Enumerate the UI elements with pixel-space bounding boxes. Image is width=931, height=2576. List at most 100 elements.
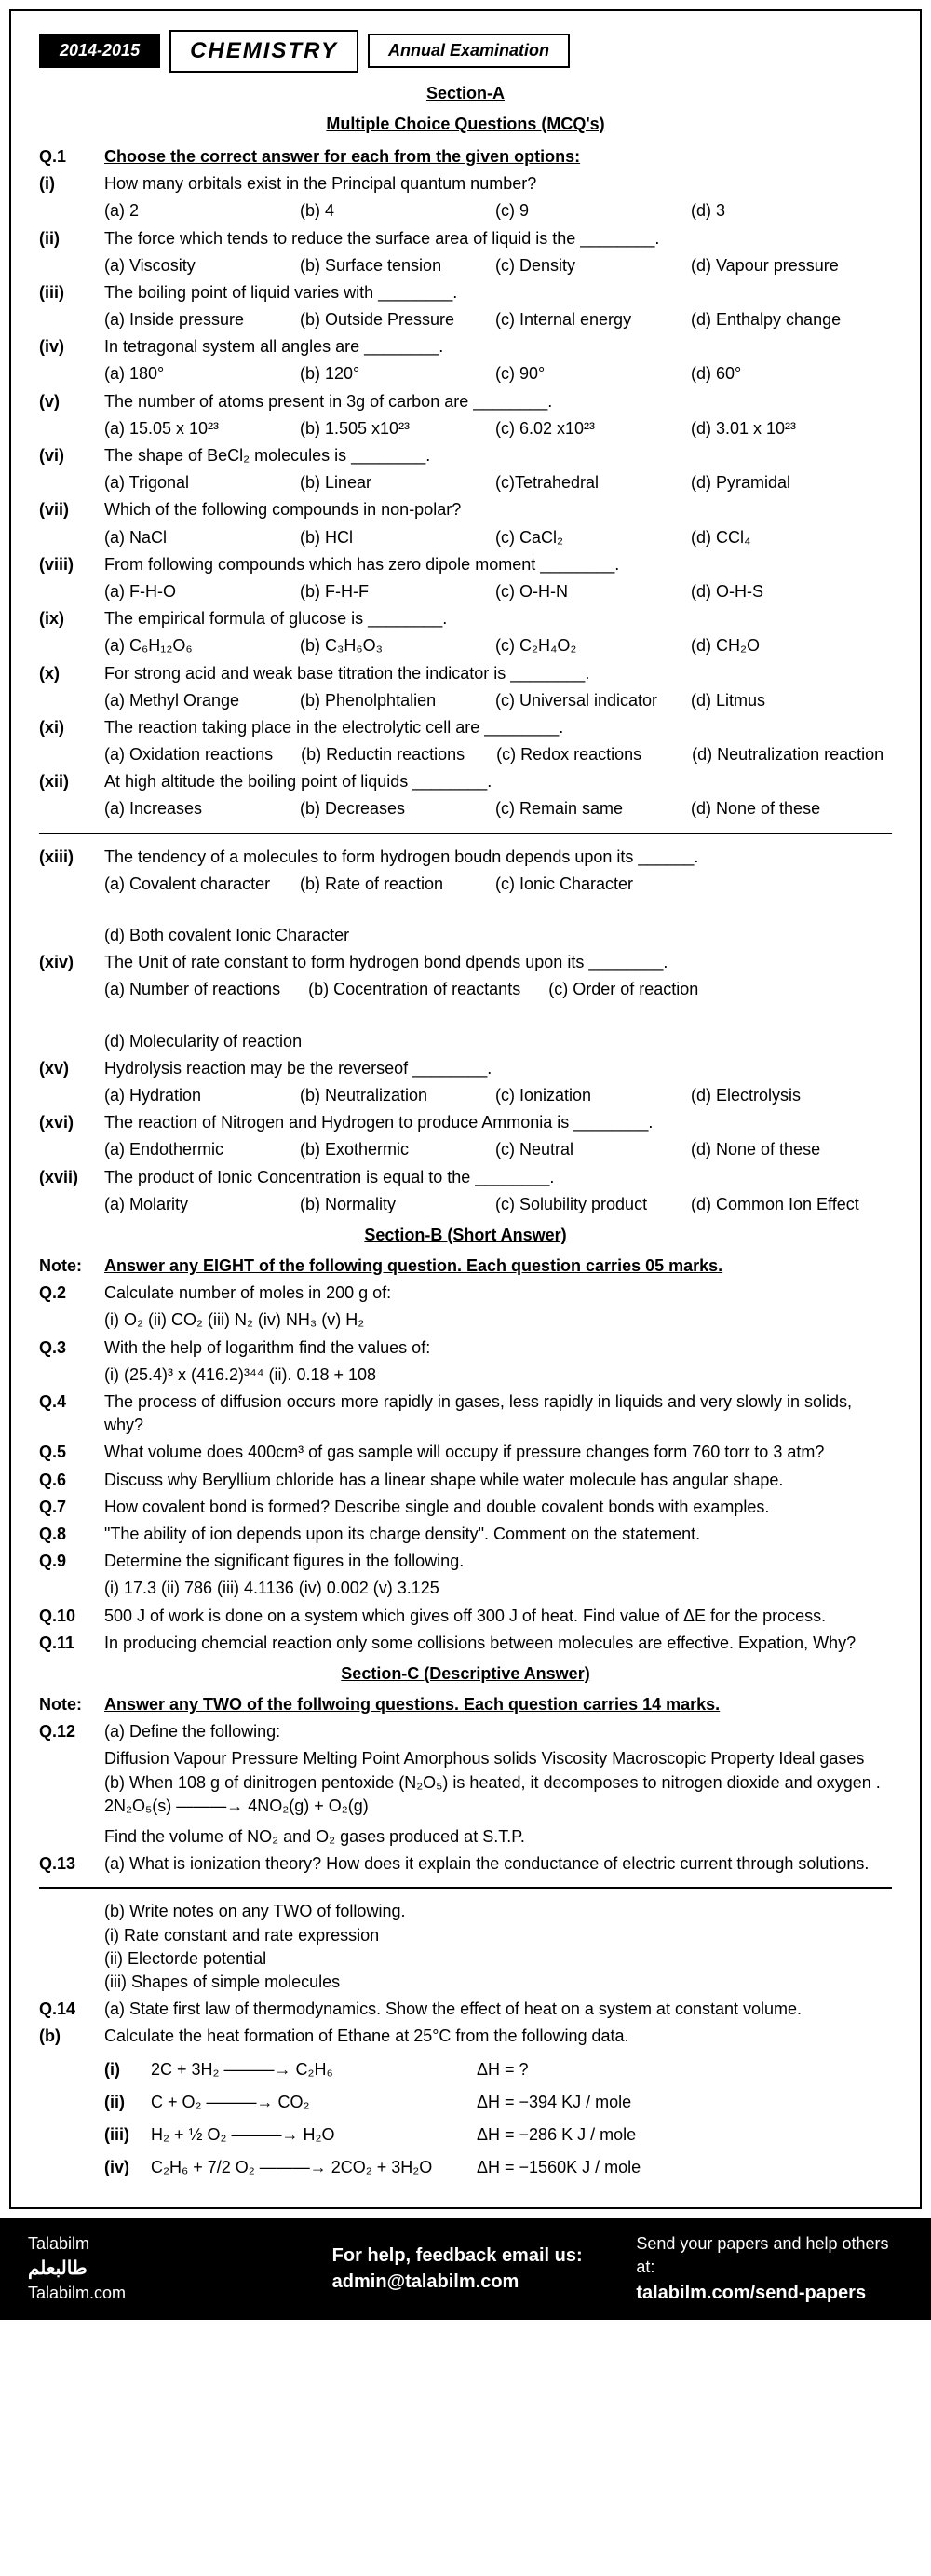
mcq-option: (b) Neutralization [300,1084,467,1107]
mcq-option: (d) Molecularity of reaction [104,1030,302,1053]
section-c-note: Note: Answer any TWO of the follwoing qu… [39,1693,892,1716]
mcq-option: (c) Ionic Character [495,873,663,896]
short-question: Q.8"The ability of ion depends upon its … [39,1523,892,1546]
footer-brand: Talabilm طالبعلم Talabilm.com [28,2232,295,2305]
mcq-option: (a) 15.05 x 10²³ [104,417,272,441]
mcq-option: (a) Inside pressure [104,308,272,332]
q13: Q.13 (a) What is ionization theory? How … [39,1852,892,1876]
mcq-question: (xiii)The tendency of a molecules to for… [39,846,892,869]
mcq-option: (a) Molarity [104,1193,272,1216]
mcq-question: (ix)The empirical formula of glucose is … [39,607,892,630]
subject-box: CHEMISTRY [169,30,358,73]
section-b-note: Note: Answer any EIGHT of the following … [39,1254,892,1278]
mcq-options: (a) Endothermic(b) Exothermic(c) Neutral… [104,1138,892,1161]
mcq-option: (d) None of these [691,1138,858,1161]
mcq-option: (d) O-H-S [691,580,858,603]
mcq-options: (a) Increases (b) Decreases (c) Remain sam… [104,797,892,820]
mcq-option: (c) Redox reactions [496,743,664,766]
q13-item: (ii) Electorde potential [104,1947,892,1971]
mcq-options: (a) Viscosity(b) Surface tension(c) Dens… [104,254,892,278]
mcq-option: (c) Remain same [495,797,663,820]
mcq-option: (a) Methyl Orange [104,689,272,712]
section-a-title: Section-A [39,82,892,105]
mcq-question: (iv)In tetragonal system all angles are … [39,335,892,359]
mcq-option: (d) Neutralization reaction [692,743,884,766]
mcq-option: (b) Phenolphtalien [300,689,467,712]
mcq-option: (b) 4 [300,199,467,223]
q13-item: (iii) Shapes of simple molecules [104,1971,892,1994]
divider [39,1887,892,1889]
mcq-option: (d) Litmus [691,689,858,712]
mcq-question: (xiv)The Unit of rate constant to form h… [39,951,892,974]
section-c-title: Section-C (Descriptive Answer) [39,1662,892,1686]
mcq-option: (c) Neutral [495,1138,663,1161]
mcq-question: (xvii)The product of Ionic Concentration… [39,1166,892,1189]
mcq-option: (b) Surface tension [300,254,467,278]
mcq-option: (d) Common Ion Effect [691,1193,859,1216]
mcq-question: (vii)Which of the following compounds in… [39,498,892,522]
short-question: Q.4The process of diffusion occurs more … [39,1390,892,1437]
mcq-option: (c) O-H-N [495,580,663,603]
mcq-options: (a) C₆H₁₂O₆(b) C₃H₆O₃(c) C₂H₄O₂(d) CH₂O [104,634,892,658]
short-question: Q.10500 J of work is done on a system wh… [39,1605,892,1628]
mcq-option: (a) Covalent character [104,873,272,896]
mcq-options: (a) Trigonal(b) Linear(c)Tetrahedral(d) … [104,471,892,495]
mcq-option: (b) HCl [300,526,467,549]
exam-page: 2014-2015 CHEMISTRY Annual Examination S… [9,9,922,2209]
mcq-option: (c) Ionization [495,1084,663,1107]
mcq-option: (b) Reductin reactions [301,743,468,766]
q13-item: (i) Rate constant and rate expression [104,1924,892,1947]
mcq-option: (b) Exothermic [300,1138,467,1161]
mcq-options: (a) Molarity(b) Normality(c) Solubility … [104,1193,892,1216]
q13-b: (b) Write notes on any TWO of following. [104,1900,892,1923]
mcq-option: (b) Linear [300,471,467,495]
q14-equations: (i)2C + 3H₂ ———→ C₂H₆ΔH = ?(ii)C + O₂ ——… [39,2058,892,2180]
mcq-option: (c) CaCl₂ [495,526,663,549]
mcq-option: (a) 2 [104,199,272,223]
mcq-container: (i)How many orbitals exist in the Princi… [39,172,892,1216]
mcq-option: (d) Vapour pressure [691,254,858,278]
mcq-option: (d) Both covalent Ionic Character [104,924,349,947]
mcq-option: (c) 90° [495,362,663,386]
mcq-option: (d) Pyramidal [691,471,858,495]
mcq-option: (c) 9 [495,199,663,223]
short-question: Q.3With the help of logarithm find the v… [39,1336,892,1360]
mcq-option: (a) F-H-O [104,580,272,603]
mcq-question: (iii)The boiling point of liquid varies … [39,281,892,305]
mcq-option: (b) Decreases [300,797,467,820]
mcq-options: (a) Covalent character(b) Rate of reacti… [104,873,892,947]
mcq-question: (xii)At high altitude the boiling point … [39,770,892,793]
mcq-option: (a) 180° [104,362,272,386]
mcq-option: (c) 6.02 x10²³ [495,417,663,441]
mcq-option: (d) CCl₄ [691,526,858,549]
section-a-subtitle: Multiple Choice Questions (MCQ's) [39,113,892,136]
equation-row: (iv)C₂H₆ + 7/2 O₂ ———→ 2CO₂ + 3H₂OΔH = −… [39,2156,892,2179]
mcq-options: (a) NaCl (b) HCl (c) CaCl₂ (d) CCl₄ [104,526,892,549]
mcq-question: (v)The number of atoms present in 3g of … [39,390,892,414]
footer-help: For help, feedback email us: admin@talab… [332,2243,600,2295]
q1-instruction: Q.1 Choose the correct answer for each f… [39,145,892,169]
q12: Q.12 (a) Define the following: [39,1720,892,1743]
mcq-option: (a) C₆H₁₂O₆ [104,634,272,658]
exam-type-box: Annual Examination [368,34,570,68]
mcq-question: (xvi)The reaction of Nitrogen and Hydrog… [39,1111,892,1134]
mcq-question: (i)How many orbitals exist in the Princi… [39,172,892,196]
mcq-question: (xi)The reaction taking place in the ele… [39,716,892,739]
mcq-options: (a) 2(b) 4(c) 9(d) 3 [104,199,892,223]
mcq-option: (b) Normality [300,1193,467,1216]
short-question: Q.2Calculate number of moles in 200 g of… [39,1281,892,1305]
short-sub: (i) (25.4)³ x (416.2)³⁴⁴ (ii). 0.18 + 10… [104,1363,892,1387]
q14-b: (b) Calculate the heat formation of Etha… [39,2025,892,2048]
short-question: Q.6Discuss why Beryllium chloride has a … [39,1469,892,1492]
short-question: Q.7How covalent bond is formed? Describe… [39,1496,892,1519]
mcq-question: (ii)The force which tends to reduce the … [39,227,892,251]
mcq-options: (a) Oxidation reactions(b) Reductin reac… [104,743,892,766]
mcq-options: (a) 180°(b) 120°(c) 90°(d) 60° [104,362,892,386]
mcq-option: (c) C₂H₄O₂ [495,634,663,658]
q12-b: (b) When 108 g of dinitrogen pentoxide (… [104,1771,892,1818]
mcq-option: (b) F-H-F [300,580,467,603]
footer-send: Send your papers and help others at: tal… [636,2232,903,2305]
mcq-option: (a) NaCl [104,526,272,549]
mcq-option: (a) Increases [104,797,272,820]
year-box: 2014-2015 [39,34,160,68]
